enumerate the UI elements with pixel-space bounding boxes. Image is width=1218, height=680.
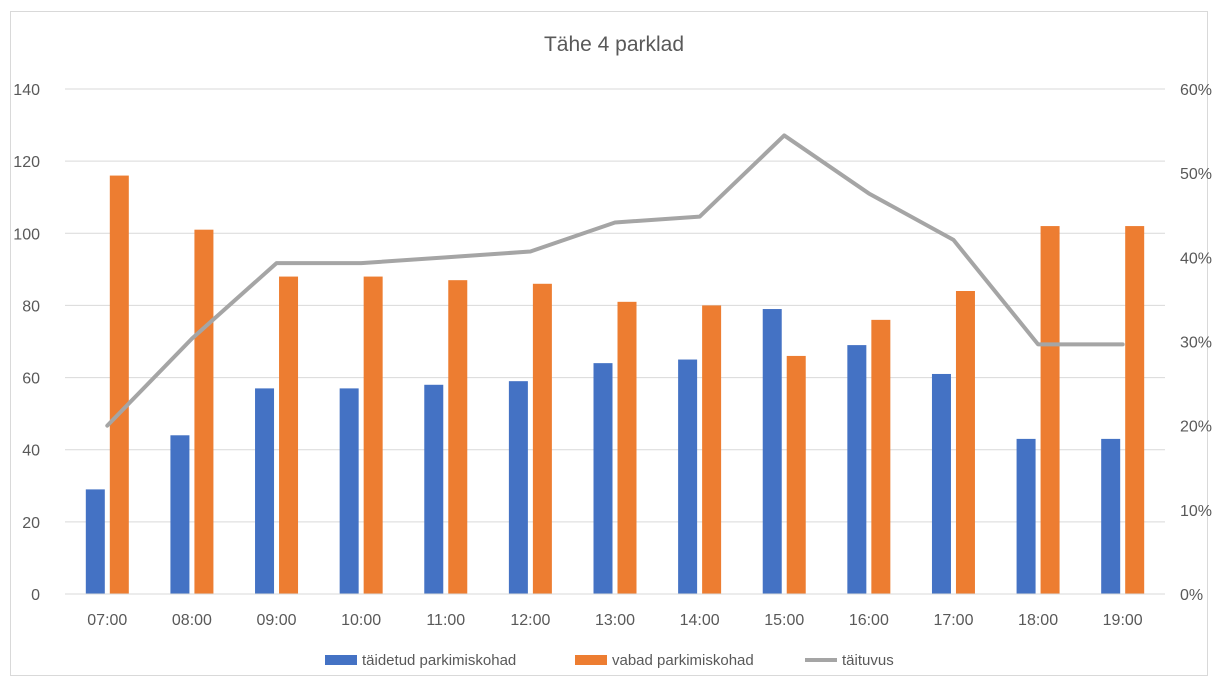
bar-vabad [448,280,468,594]
legend-swatch-vabad [575,655,607,665]
x-axis-tick-label: 11:00 [426,612,465,629]
bar-taidetud [255,388,275,594]
bar-taidetud [1101,438,1121,594]
bar-taidetud [847,345,867,594]
bar-taidetud [1016,438,1036,594]
x-axis-tick-label: 18:00 [1018,612,1058,629]
bar-taidetud [762,309,782,594]
x-axis-tick-label: 17:00 [933,612,973,629]
left-axis-tick-label: 120 [13,154,40,171]
bar-taidetud [678,359,698,594]
x-axis-tick-label: 10:00 [341,612,381,629]
right-axis-tick-label: 30% [1180,335,1212,352]
legend-label-taituvus: täituvus [842,652,894,669]
bar-series-layer [85,175,1145,595]
line-taituvus [105,133,1125,428]
x-axis-tick-label: 14:00 [680,612,720,629]
x-axis-tick-label: 16:00 [849,612,889,629]
legend: täidetud parkimiskohad vabad parkimiskoh… [325,652,894,669]
right-axis-tick-label: 60% [1180,82,1212,99]
bar-vabad [871,319,891,594]
right-axis-tick-label: 20% [1180,419,1212,436]
left-axis-tick-label: 20 [22,515,40,532]
chart-title: Tähe 4 parklad [544,33,684,56]
left-axis-tick-label: 140 [13,82,40,99]
right-axis-tick-label: 50% [1180,166,1212,183]
bar-vabad [955,291,975,594]
x-axis-tick-label: 13:00 [595,612,635,629]
gridlines [65,88,1165,595]
bar-taidetud [170,435,190,594]
x-axis-tick-label: 07:00 [87,612,127,629]
bar-taidetud [508,381,528,594]
legend-label-vabad: vabad parkimiskohad [612,652,754,669]
bar-vabad [532,283,552,594]
x-axis-tick-label: 08:00 [172,612,212,629]
x-axis-tick-label: 12:00 [510,612,550,629]
legend-swatch-taidetud [325,655,357,665]
left-axis-tick-label: 60 [22,371,40,388]
left-axis-tick-label: 40 [22,443,40,460]
x-axis-tick-label: 19:00 [1103,612,1143,629]
bar-vabad [702,305,722,594]
right-axis-tick-label: 0% [1180,587,1203,604]
bar-vabad [363,276,383,594]
bar-taidetud [424,384,444,594]
x-axis: 07:00 08:00 09:00 10:00 11:00 12:00 13:00 14:00… [65,593,1165,629]
bar-taidetud [339,388,359,594]
bar-vabad [786,355,806,594]
bar-vabad [109,175,129,595]
bar-vabad [1125,226,1145,595]
right-axis-tick-label: 40% [1180,250,1212,267]
x-axis-tick-label: 15:00 [764,612,804,629]
line-series-layer [105,133,1125,428]
bar-vabad [617,301,637,594]
right-axis: 0% 10% 20% 30% 40% 50% 60% [1180,82,1212,604]
bar-taidetud [593,363,613,594]
bar-vabad [194,229,214,594]
bar-taidetud [931,373,951,594]
legend-label-taidetud: täidetud parkimiskohad [362,652,516,669]
left-axis: 0 20 40 60 80 100 120 140 [13,82,40,604]
bar-taidetud [85,489,105,594]
right-axis-tick-label: 10% [1180,503,1212,520]
left-axis-tick-label: 80 [22,298,40,315]
left-axis-tick-label: 100 [13,226,40,243]
bar-vabad [279,276,299,594]
left-axis-tick-label: 0 [31,587,40,604]
x-axis-tick-label: 09:00 [257,612,297,629]
bar-vabad [1040,226,1060,595]
